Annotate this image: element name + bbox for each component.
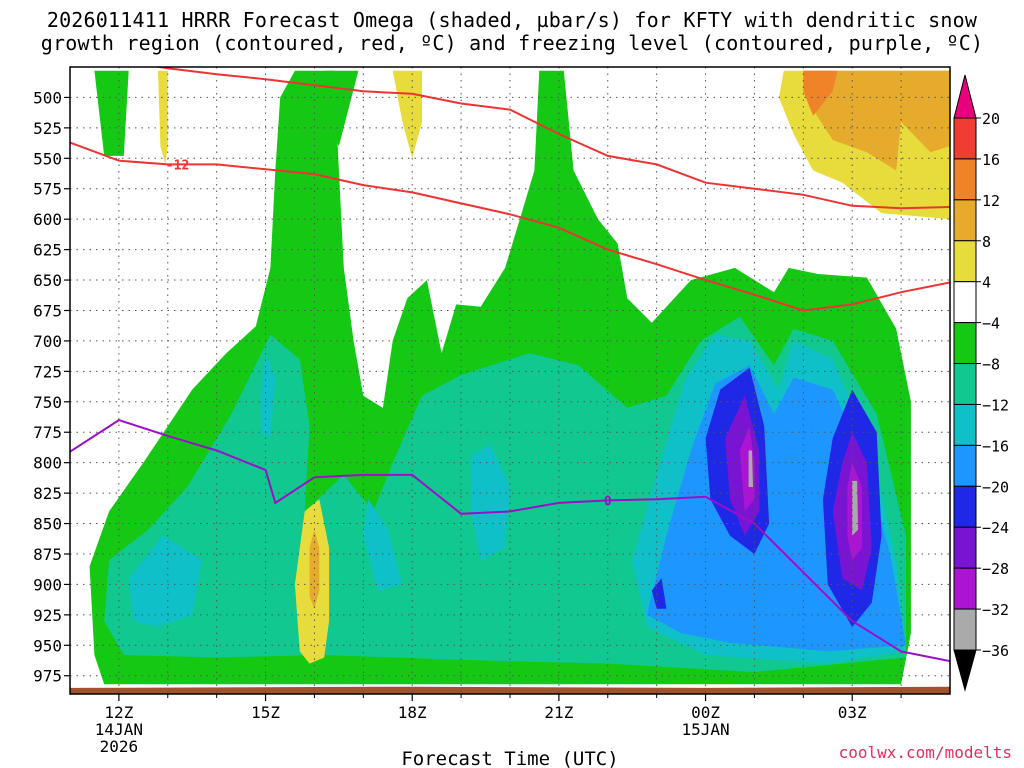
terrain-surface — [70, 686, 950, 694]
colorbar-bin — [953, 363, 977, 405]
source-credit[interactable]: coolwx.com/modelts — [838, 743, 1012, 762]
colorbar-bin — [953, 403, 977, 446]
freezing-level-contour-label: 0 — [604, 494, 612, 509]
x-tick-label-21Z: 21Z — [544, 703, 573, 722]
y-tick-label-750: 750 — [33, 393, 62, 412]
x-tick-sublabel: 14JAN — [95, 720, 143, 739]
y-tick-label-975: 975 — [33, 667, 62, 686]
dgz-contour--12 — [70, 141, 950, 312]
colorbar-bin — [953, 322, 977, 365]
omega-region-cyan-20z — [470, 444, 510, 561]
colorbar-label--28: −28 — [982, 560, 1009, 578]
colorbar-bin — [953, 485, 977, 528]
x-tick-label-00Z: 00Z — [691, 703, 720, 722]
y-tick-label-775: 775 — [33, 423, 62, 442]
chart-title-line-2: growth region (contoured, red, ºC) and f… — [40, 31, 984, 55]
y-tick-label-700: 700 — [33, 332, 62, 351]
omega-region-cyan-18z — [363, 499, 403, 591]
y-tick-label-675: 675 — [33, 301, 62, 320]
omega-region-orange-top-right — [803, 70, 838, 116]
colorbar-top-arrow — [953, 74, 977, 119]
colorbar-bin — [953, 608, 977, 651]
omega-region-cyan-left — [128, 535, 202, 627]
y-tick-label-625: 625 — [33, 241, 62, 260]
omega-region-dblue-2330z — [651, 578, 667, 609]
dgz-contour--17 — [152, 67, 950, 210]
omega-region-grey-00z — [748, 450, 753, 487]
colorbar: 20 16 12 8 4 −4 −8 −12 −16 −20 −24 −28 −32 −36 — [953, 74, 1009, 692]
colorbar-label--24: −24 — [982, 519, 1009, 537]
colorbar-bin — [953, 117, 977, 160]
colorbar-label-16: 16 — [982, 151, 1000, 169]
y-tick-label-500: 500 — [33, 88, 62, 107]
x-tick-sublabel: 15JAN — [681, 720, 729, 739]
omega-region-yellow-top-left — [158, 70, 168, 165]
y-tick-label-875: 875 — [33, 545, 62, 564]
omega-region-orange-16z — [309, 529, 320, 609]
x-tick-label-12Z: 12Z — [104, 703, 133, 722]
axes-layer: 500 525 550 575 600 625 650 675 700 725 750 775 800 8… — [33, 88, 902, 768]
omega-region-amber-top-right — [803, 70, 950, 171]
omega-region-green-west-band — [94, 70, 129, 156]
colorbar-bin — [953, 281, 977, 324]
chart-title-line-1: 2026011411 HRRR Forecast Omega (shaded, … — [46, 8, 978, 32]
x-tick-label-15Z: 15Z — [251, 703, 280, 722]
contour-layer: -12 0 — [70, 67, 950, 663]
colorbar-label-8: 8 — [982, 233, 991, 251]
colorbar-bin — [953, 526, 977, 569]
y-tick-label-525: 525 — [33, 119, 62, 138]
y-tick-label-575: 575 — [33, 180, 62, 199]
y-tick-label-800: 800 — [33, 454, 62, 473]
colorbar-label--4: −4 — [982, 315, 1000, 333]
colorbar-label--36: −36 — [982, 642, 1009, 660]
x-tick-sublabel: 2026 — [100, 737, 139, 756]
y-tick-label-600: 600 — [33, 210, 62, 229]
x-axis-label: Forecast Time (UTC) — [401, 748, 618, 768]
dgz-contour-label: -12 — [166, 158, 189, 173]
freezing-level-contour-0 — [70, 419, 950, 663]
colorbar-label--20: −20 — [982, 478, 1009, 496]
y-tick-label-925: 925 — [33, 606, 62, 625]
y-tick-label-900: 900 — [33, 575, 62, 594]
y-tick-label-650: 650 — [33, 271, 62, 290]
colorbar-bin — [953, 444, 977, 487]
colorbar-label--32: −32 — [982, 601, 1009, 619]
x-tick-label-18Z: 18Z — [398, 703, 427, 722]
x-tick-label-03Z: 03Z — [838, 703, 867, 722]
omega-region-grey-03z — [852, 480, 859, 536]
y-tick-label-850: 850 — [33, 515, 62, 534]
y-tick-label-550: 550 — [33, 149, 62, 168]
colorbar-label--16: −16 — [982, 437, 1009, 455]
colorbar-label--8: −8 — [982, 356, 1000, 374]
colorbar-bin — [953, 567, 977, 610]
y-tick-label-950: 950 — [33, 636, 62, 655]
colorbar-label-4: 4 — [982, 274, 991, 292]
colorbar-bin — [953, 199, 977, 242]
y-tick-label-725: 725 — [33, 362, 62, 381]
colorbar-label-12: 12 — [982, 192, 1000, 210]
omega-region-cyan-15z — [260, 353, 276, 439]
colorbar-bin — [953, 158, 977, 201]
colorbar-bin — [953, 240, 977, 283]
colorbar-bottom-arrow — [953, 649, 977, 692]
omega-region-violet-00z — [739, 426, 755, 512]
colorbar-label-20: 20 — [982, 110, 1000, 128]
colorbar-label--12: −12 — [982, 396, 1009, 414]
y-tick-label-825: 825 — [33, 484, 62, 503]
grid-layer — [70, 67, 950, 694]
